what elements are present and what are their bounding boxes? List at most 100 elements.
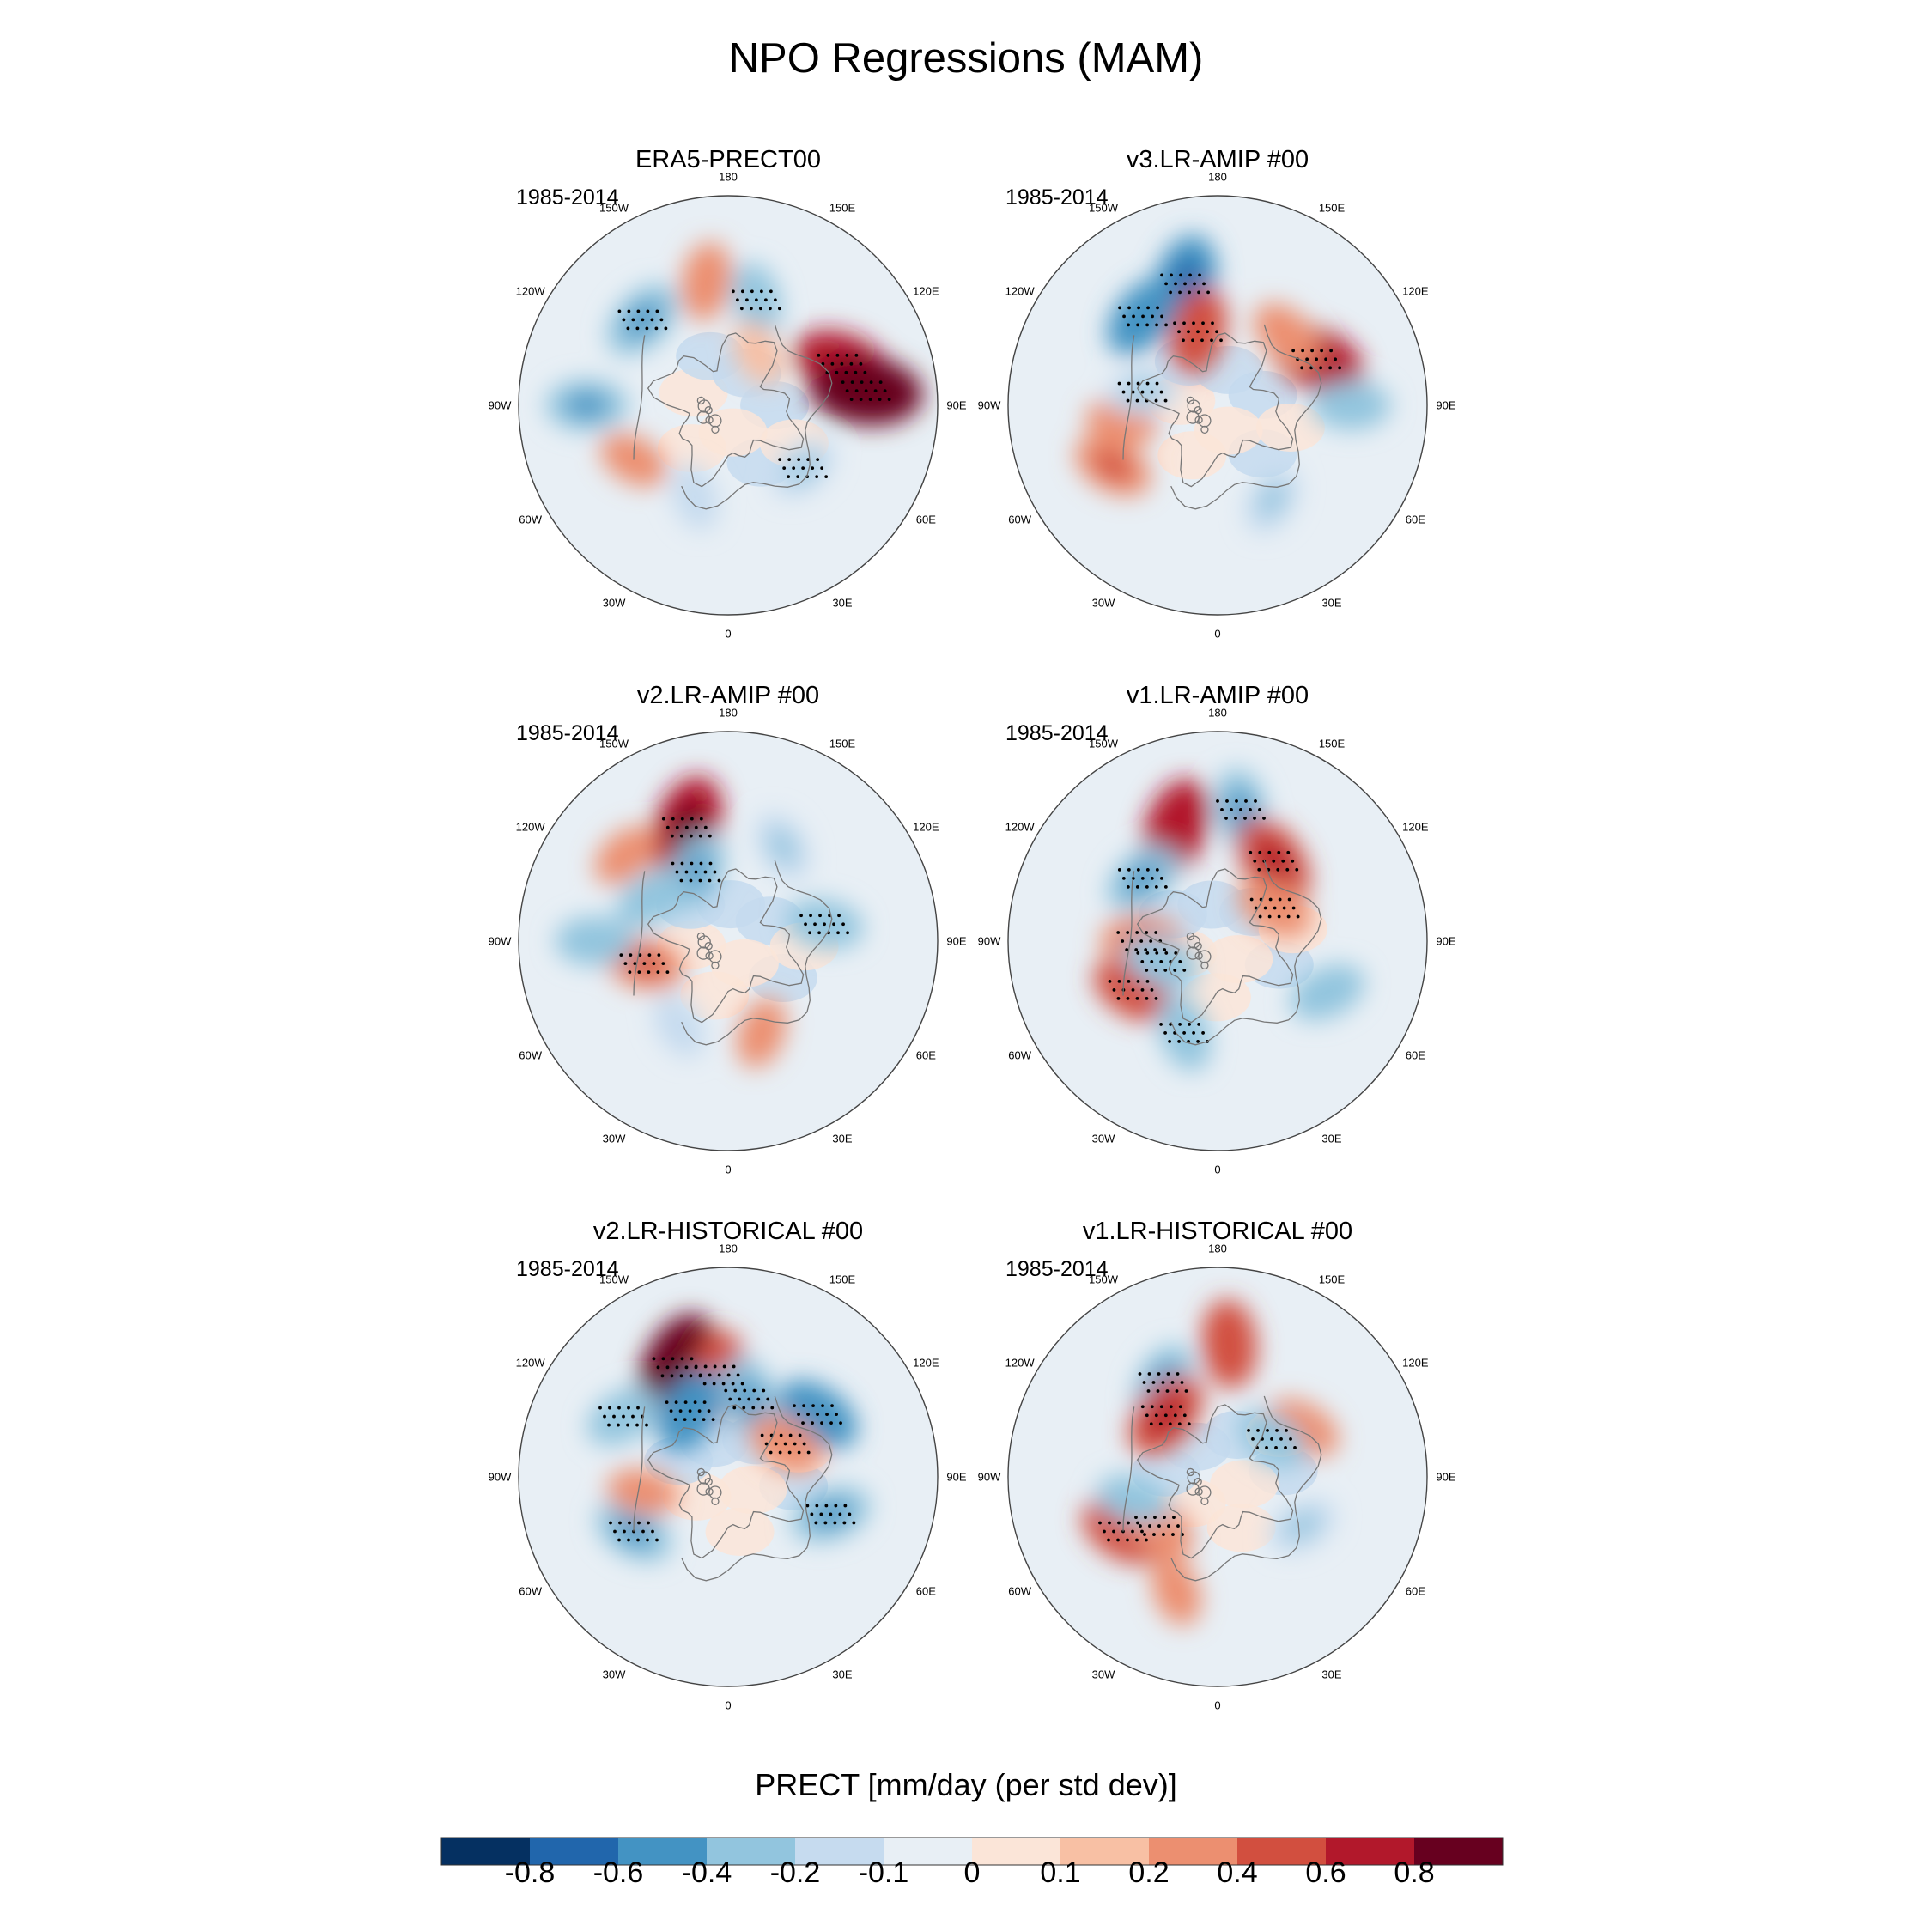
significance-dot bbox=[1144, 1516, 1147, 1519]
significance-dot bbox=[698, 1373, 702, 1377]
colorbar-swatch bbox=[618, 1838, 708, 1865]
significance-dot bbox=[854, 353, 859, 357]
significance-dot bbox=[647, 970, 651, 975]
significance-dot bbox=[814, 1521, 818, 1525]
significance-dot bbox=[642, 962, 647, 966]
island-outline bbox=[1187, 1471, 1200, 1485]
island-outline bbox=[696, 946, 710, 960]
significance-dot bbox=[1244, 799, 1248, 803]
longitude-label: 0 bbox=[1214, 1698, 1221, 1712]
significance-dot bbox=[1116, 1538, 1120, 1542]
longitude-label: 90W bbox=[977, 1470, 1001, 1484]
colorbar-tick-label: -0.2 bbox=[769, 1856, 821, 1889]
significance-dot bbox=[1159, 390, 1163, 394]
significance-dot bbox=[835, 353, 840, 357]
significance-dot bbox=[769, 289, 773, 294]
significance-dot bbox=[1155, 951, 1159, 955]
significance-dot bbox=[1315, 357, 1319, 361]
significance-dot bbox=[1149, 1422, 1153, 1426]
significance-dot bbox=[684, 870, 689, 874]
significance-dot bbox=[1167, 1524, 1170, 1528]
significance-dot bbox=[1182, 969, 1187, 972]
longitude-label: 120W bbox=[1005, 1356, 1035, 1370]
significance-dot bbox=[628, 1521, 631, 1525]
panel-6-title: v1.LR-HISTORICAL #00 bbox=[1082, 1218, 1353, 1245]
background-patch bbox=[698, 408, 768, 457]
significance-dot bbox=[1139, 1524, 1142, 1528]
significance-dot bbox=[842, 1521, 847, 1525]
island-outline bbox=[1200, 425, 1209, 434]
significance-dot bbox=[1239, 808, 1242, 811]
significance-dot bbox=[1146, 1389, 1151, 1393]
significance-dot bbox=[1220, 808, 1224, 811]
longitude-label: 150E bbox=[1318, 1273, 1346, 1286]
colorbar-tick-label: -0.1 bbox=[858, 1856, 909, 1889]
significance-dot bbox=[1155, 323, 1158, 327]
significance-dot bbox=[1177, 1422, 1182, 1426]
significance-dot bbox=[1286, 914, 1291, 919]
significance-dot bbox=[1286, 850, 1291, 854]
significance-dot bbox=[1191, 338, 1194, 343]
significance-dot bbox=[1145, 884, 1149, 889]
significance-dot bbox=[1135, 996, 1139, 1000]
longitude-label: 30W bbox=[1091, 1668, 1115, 1681]
significance-dot bbox=[1188, 1023, 1191, 1026]
significance-dot bbox=[1254, 799, 1257, 803]
significance-dot bbox=[1163, 398, 1168, 403]
coastline bbox=[1122, 871, 1135, 996]
significance-dot bbox=[736, 1373, 740, 1377]
longitude-label: 150W bbox=[599, 737, 629, 750]
significance-dot bbox=[760, 1433, 764, 1437]
significance-dot bbox=[1267, 850, 1272, 854]
significance-dot bbox=[603, 1414, 606, 1419]
significance-dot bbox=[740, 1382, 744, 1386]
significance-dot bbox=[762, 1388, 766, 1393]
significance-dot bbox=[1249, 897, 1254, 902]
significance-dot bbox=[622, 318, 626, 322]
significance-dot bbox=[665, 825, 670, 829]
significance-dot bbox=[1131, 1529, 1134, 1534]
significance-dot bbox=[1219, 338, 1223, 343]
island-outline bbox=[697, 935, 711, 949]
significance-dot bbox=[1287, 897, 1291, 902]
significance-dot bbox=[747, 1397, 751, 1401]
longitude-label: 150W bbox=[599, 201, 629, 215]
significance-dot bbox=[1225, 799, 1229, 803]
anomaly-core bbox=[683, 480, 707, 514]
significance-dot bbox=[694, 825, 698, 829]
significance-dot bbox=[1121, 390, 1126, 394]
significance-dot bbox=[689, 1374, 693, 1378]
significance-dot bbox=[774, 1442, 778, 1446]
significance-dot bbox=[652, 962, 656, 966]
colorbar-title: PRECT [mm/day (per std dev)] bbox=[755, 1767, 1177, 1802]
longitude-label: 30E bbox=[832, 1668, 853, 1681]
significance-dot bbox=[1210, 338, 1213, 343]
significance-dot bbox=[1224, 817, 1228, 820]
significance-dot bbox=[830, 1404, 834, 1408]
significance-dot bbox=[1135, 1538, 1139, 1542]
colorbar-tick-label: -0.8 bbox=[504, 1856, 556, 1889]
longitude-label: 30W bbox=[602, 1132, 626, 1145]
significance-dot bbox=[1131, 987, 1135, 992]
significance-dot bbox=[1176, 1372, 1180, 1376]
significance-dot bbox=[815, 475, 819, 479]
island-outline bbox=[711, 425, 720, 434]
significance-dot bbox=[1293, 1445, 1297, 1449]
coastline bbox=[1136, 332, 1294, 488]
longitude-label: 0 bbox=[725, 627, 732, 641]
significance-dot bbox=[1334, 357, 1338, 361]
significance-dot bbox=[1146, 306, 1150, 310]
significance-dot bbox=[820, 1421, 823, 1425]
significance-dot bbox=[1140, 987, 1145, 992]
significance-dot bbox=[806, 1450, 811, 1455]
colorbar-swatch bbox=[1060, 1838, 1150, 1865]
coastline bbox=[1122, 1406, 1135, 1532]
significance-dot bbox=[1249, 808, 1252, 811]
significance-dot bbox=[883, 389, 887, 393]
significance-dot bbox=[680, 1357, 684, 1361]
significance-dot bbox=[802, 1442, 806, 1446]
significance-dot bbox=[1163, 1031, 1167, 1035]
significance-dot bbox=[797, 458, 801, 462]
significance-dot bbox=[815, 1504, 819, 1508]
colorbar-swatch bbox=[972, 1838, 1061, 1865]
